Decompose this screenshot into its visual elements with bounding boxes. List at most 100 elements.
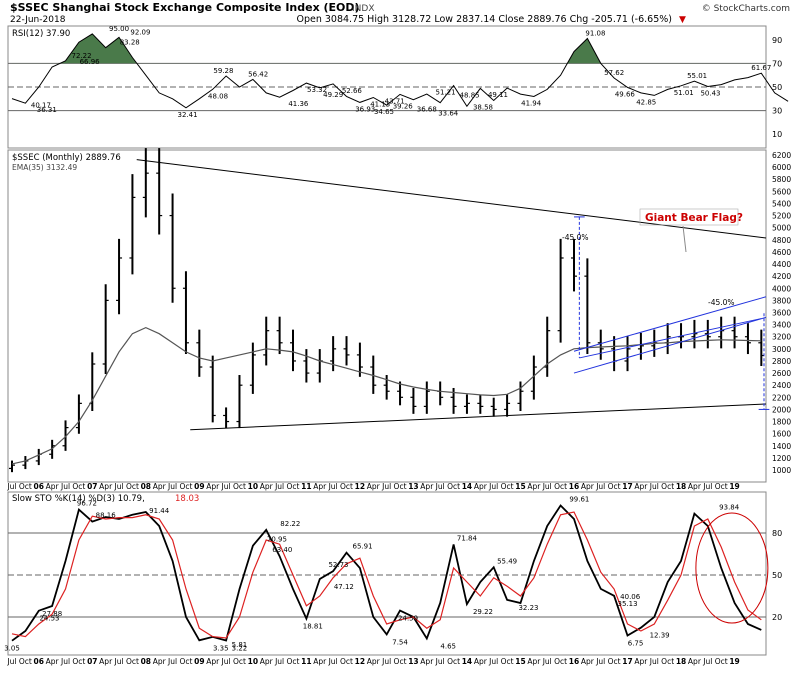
rsi-value-label: 36.68 <box>417 106 437 114</box>
x-tick-label: Jul <box>435 482 445 491</box>
sto-k-line <box>11 504 762 642</box>
x-tick-label: 13 <box>408 482 418 491</box>
rsi-value-label: 32.41 <box>178 111 198 119</box>
x-tick-label: 06 <box>34 482 44 491</box>
rsi-value-label: 83.28 <box>120 39 140 47</box>
price-tick-label: 1600 <box>772 430 791 439</box>
rsi-value-label: 61.67 <box>751 64 771 72</box>
x-tick-label-bottom: Oct <box>340 657 353 666</box>
rsi-value-label: 41.94 <box>521 100 542 108</box>
x-tick-label: Apr <box>474 482 488 491</box>
sto-legend: Slow STO %K(14) %D(3) 10.79, <box>12 494 145 504</box>
annotation-box <box>639 208 739 226</box>
rsi-value-label: 52.66 <box>342 87 363 95</box>
rsi-value-label: 91.08 <box>585 30 605 38</box>
flag-lower-line <box>573 316 767 374</box>
x-tick-label: Jul <box>702 482 712 491</box>
rsi-value-label: 41.13 <box>370 100 390 108</box>
price-legend: $SSEC (Monthly) 2889.76 <box>12 153 121 163</box>
x-tick-label-bottom: Jul <box>60 657 70 666</box>
x-tick-label-bottom: Jul <box>6 657 16 666</box>
x-tick-label-bottom: Oct <box>19 657 32 666</box>
rsi-line <box>11 33 789 109</box>
x-tick-label: Oct <box>608 482 621 491</box>
sto-value-label: 91.44 <box>149 507 170 515</box>
sto-value-label: 3.35 <box>213 644 229 652</box>
x-tick-label: Apr <box>367 482 381 491</box>
rsi-tick-label: 10 <box>772 130 782 139</box>
x-tick-label-bottom: Jul <box>167 657 177 666</box>
x-tick-label-bottom: Oct <box>394 657 407 666</box>
x-tick-label-bottom: Oct <box>554 657 567 666</box>
x-tick-label: 17 <box>622 482 632 491</box>
sto-legend-d: 18.03 <box>175 494 199 504</box>
x-tick-label: Jul <box>6 482 16 491</box>
rsi-value-label: 92.09 <box>130 28 150 36</box>
sto-value-label: 27.88 <box>42 610 62 618</box>
x-tick-label-bottom: Apr <box>153 657 167 666</box>
sto-value-label: 93.84 <box>719 504 740 512</box>
rsi-value-label: 95.00 <box>109 25 129 33</box>
price-panel-frame <box>7 149 767 483</box>
x-tick-label-bottom: Jul <box>595 657 605 666</box>
rsi-value-label: 59.28 <box>213 67 233 75</box>
price-panel: 6200 6000 5800 5600 5400 5200 5000 4800 4600 4400… <box>9 148 791 475</box>
x-tick-label: Oct <box>661 482 674 491</box>
price-tick-label: 5000 <box>772 224 791 233</box>
sto-panel-frame <box>7 491 767 656</box>
x-tick-label-bottom: Apr <box>367 657 381 666</box>
sto-value-label: 63.40 <box>272 546 292 554</box>
x-tick-label: Jul <box>381 482 391 491</box>
x-tick-label-bottom: Oct <box>126 657 139 666</box>
price-tick-label: 3400 <box>772 321 791 330</box>
x-axis: JulJulOctOct0606AprAprJulJulOctOct0707Ap… <box>6 482 739 666</box>
x-tick-label-bottom: Oct <box>233 657 246 666</box>
price-tick-label: 5600 <box>772 187 791 196</box>
rsi-value-label: 36.93 <box>355 105 375 113</box>
rsi-overbought-fill <box>12 33 766 64</box>
x-tick-label: 08 <box>141 482 151 491</box>
x-tick-label: Jul <box>221 482 231 491</box>
rsi-value-label: 42.85 <box>636 98 656 106</box>
x-tick-label: 11 <box>301 482 311 491</box>
x-tick-label-bottom: 06 <box>34 657 44 666</box>
x-tick-label: 10 <box>248 482 258 491</box>
price-tick-label: 5400 <box>772 199 791 208</box>
x-tick-label: 09 <box>194 482 204 491</box>
sto-tick-label: 20 <box>772 613 782 622</box>
pct-label-right: -45.0% <box>708 298 735 307</box>
x-tick-label: Apr <box>153 482 167 491</box>
rsi-value-label: 51.01 <box>674 89 694 97</box>
x-tick-label: Oct <box>19 482 32 491</box>
sto-value-label: 96.72 <box>77 500 97 508</box>
ema-legend: EMA(35) 3132.49 <box>12 163 77 172</box>
x-tick-label-bottom: 10 <box>248 657 258 666</box>
x-tick-label-bottom: Oct <box>715 657 728 666</box>
x-tick-label-bottom: 12 <box>355 657 365 666</box>
x-tick-label-bottom: Jul <box>488 657 498 666</box>
upper-trendline <box>136 159 767 239</box>
x-tick-label-bottom: 15 <box>515 657 525 666</box>
price-tick-label: 4800 <box>772 236 791 245</box>
x-tick-label: Oct <box>233 482 246 491</box>
sto-value-label: 52.73 <box>328 561 348 569</box>
x-tick-label-bottom: Jul <box>702 657 712 666</box>
x-tick-label-bottom: Oct <box>661 657 674 666</box>
rsi-tick-label: 70 <box>772 59 782 68</box>
sto-d-line <box>11 511 762 639</box>
rsi-value-label: 49.11 <box>488 91 508 99</box>
price-tick-label: 3000 <box>772 345 791 354</box>
x-tick-label: Oct <box>179 482 192 491</box>
x-tick-label: Jul <box>649 482 659 491</box>
x-tick-label-bottom: 17 <box>622 657 632 666</box>
x-tick-label: 15 <box>515 482 525 491</box>
price-tick-label: 2400 <box>772 381 791 390</box>
flag-upper-line <box>573 296 767 352</box>
x-tick-label: Jul <box>328 482 338 491</box>
x-tick-label: Apr <box>634 482 648 491</box>
x-tick-label-bottom: Jul <box>381 657 391 666</box>
x-tick-label: 07 <box>87 482 97 491</box>
sto-value-label: 3.05 <box>4 645 20 653</box>
